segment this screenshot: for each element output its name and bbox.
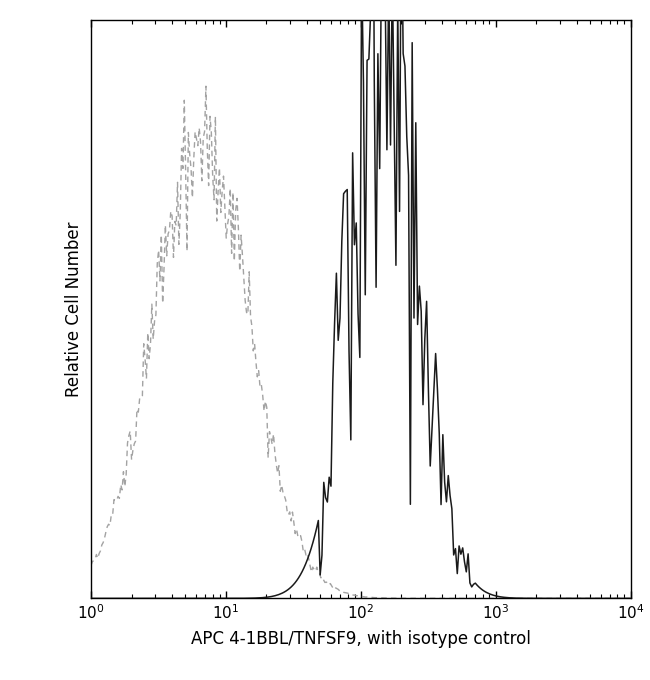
Y-axis label: Relative Cell Number: Relative Cell Number <box>64 222 83 397</box>
X-axis label: APC 4-1BBL/TNFSF9, with isotype control: APC 4-1BBL/TNFSF9, with isotype control <box>191 630 530 648</box>
